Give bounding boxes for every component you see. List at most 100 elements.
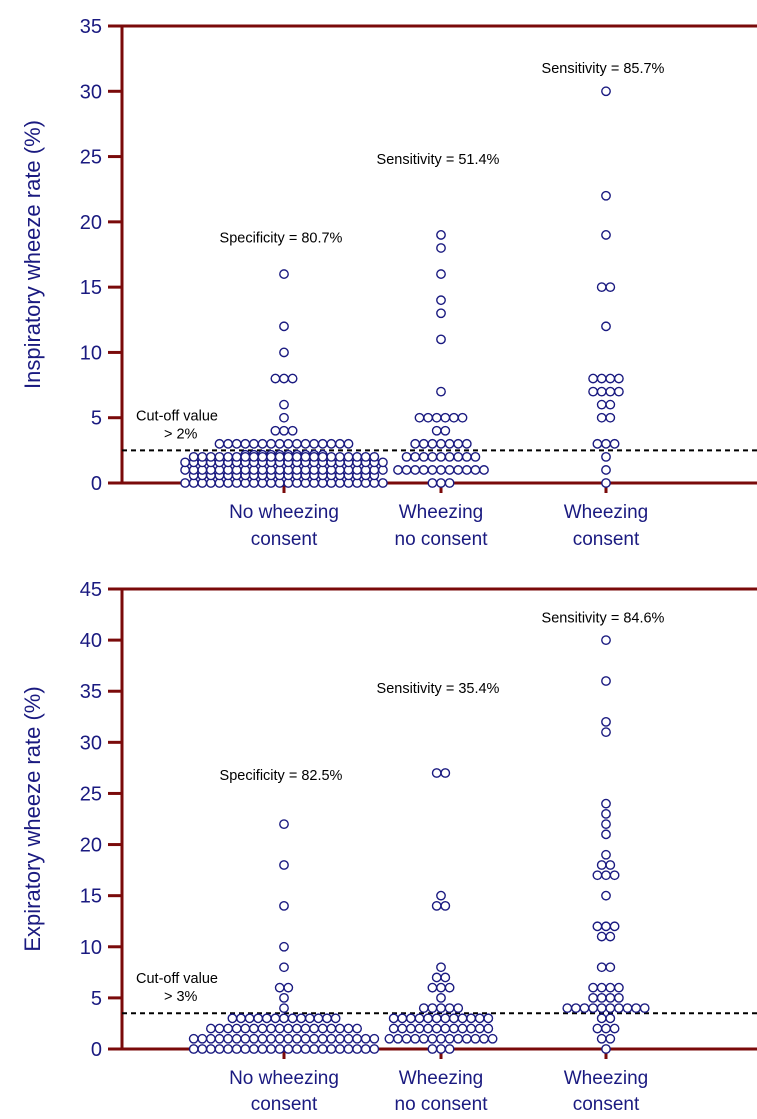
data-point (592, 1023, 603, 1034)
y-tick-label: 0 (91, 1039, 102, 1061)
data-point (291, 438, 302, 449)
data-point (592, 921, 603, 932)
data-point (609, 870, 620, 881)
data-point (240, 1023, 251, 1034)
data-point (614, 1003, 624, 1014)
data-point (343, 1033, 354, 1044)
data-point (231, 451, 242, 462)
data-point (461, 438, 472, 449)
data-point (601, 451, 611, 462)
data-point (588, 992, 598, 1003)
data-point (304, 1013, 315, 1024)
x-category-label: No wheezing (229, 502, 339, 523)
data-point (343, 1023, 354, 1034)
data-point (283, 982, 294, 993)
data-point (461, 1033, 472, 1044)
y-tick-label: 0 (91, 473, 102, 495)
y-tick-label: 20 (80, 835, 102, 857)
data-point (448, 1013, 459, 1024)
annotation-label: Sensitivity = 84.6% (542, 611, 665, 627)
data-point (384, 1033, 395, 1044)
data-point (601, 1023, 611, 1034)
data-point (609, 921, 620, 932)
data-point (605, 373, 616, 384)
data-point (377, 478, 388, 488)
data-point (291, 1044, 302, 1054)
y-tick-label: 5 (91, 408, 102, 430)
data-point (231, 438, 242, 449)
data-point (631, 1003, 641, 1014)
data-point (614, 373, 624, 384)
data-point (571, 1003, 581, 1014)
data-point (588, 982, 598, 993)
data-point (360, 451, 371, 462)
data-point (279, 860, 289, 870)
data-point (605, 1003, 616, 1014)
data-point (223, 1023, 234, 1034)
data-point (436, 465, 446, 475)
data-point (279, 941, 289, 952)
annotation-label: Sensitivity = 35.4% (377, 681, 500, 697)
data-point (436, 982, 446, 993)
data-point (300, 1023, 311, 1034)
data-point (257, 1033, 268, 1044)
data-point (279, 962, 289, 973)
data-point (639, 1003, 650, 1014)
data-point (214, 451, 225, 462)
data-point (279, 992, 289, 1003)
data-point (605, 982, 616, 993)
data-point (283, 1044, 294, 1054)
data-point (279, 425, 289, 436)
annotation-label: Sensitivity = 51.4% (377, 152, 500, 168)
data-point (601, 478, 611, 488)
data-point (588, 1003, 598, 1014)
data-point (397, 1023, 408, 1034)
chart-panel-2: 0 5 10 15 20 25 30 35 40 45 Expiratory wheeze rate… (20, 579, 757, 1115)
data-point (605, 399, 616, 410)
data-point (279, 1003, 289, 1014)
data-point (440, 1013, 451, 1024)
data-point (326, 451, 337, 462)
x-category-label: no consent (395, 1094, 489, 1115)
cutoff-label: Cut-off value (136, 971, 218, 987)
data-point (405, 1023, 416, 1034)
data-point (440, 1023, 451, 1034)
data-point (197, 1044, 208, 1054)
data-point (334, 438, 345, 449)
data-point (326, 1023, 337, 1034)
data-point (214, 1033, 225, 1044)
data-point (334, 1023, 345, 1034)
data-point (244, 1013, 255, 1024)
data-point (279, 269, 289, 279)
data-point (388, 1023, 399, 1034)
data-point (605, 282, 616, 293)
data-point (436, 1033, 446, 1044)
data-point (322, 1013, 332, 1024)
data-point (343, 438, 354, 449)
data-point (427, 1003, 438, 1014)
data-point (205, 1033, 216, 1044)
data-point (562, 1003, 573, 1014)
y-tick-label: 10 (80, 937, 102, 959)
data-point (317, 1044, 328, 1054)
cutoff-label: > 3% (164, 989, 198, 1005)
data-point (436, 992, 446, 1003)
data-point (240, 438, 251, 449)
data-point (405, 1013, 416, 1024)
data-point (444, 465, 455, 475)
data-point (579, 1003, 590, 1014)
data-point (388, 1013, 399, 1024)
data-point (596, 412, 607, 423)
data-point (287, 373, 298, 384)
data-point (601, 849, 611, 860)
data-point (427, 465, 438, 475)
data-point (418, 465, 429, 475)
data-point (410, 451, 421, 462)
data-point (427, 478, 438, 488)
data-point (601, 1044, 611, 1054)
data-point (436, 386, 446, 397)
data-point (601, 321, 611, 332)
data-point (444, 982, 455, 993)
data-point (334, 451, 345, 462)
data-point (270, 425, 281, 436)
